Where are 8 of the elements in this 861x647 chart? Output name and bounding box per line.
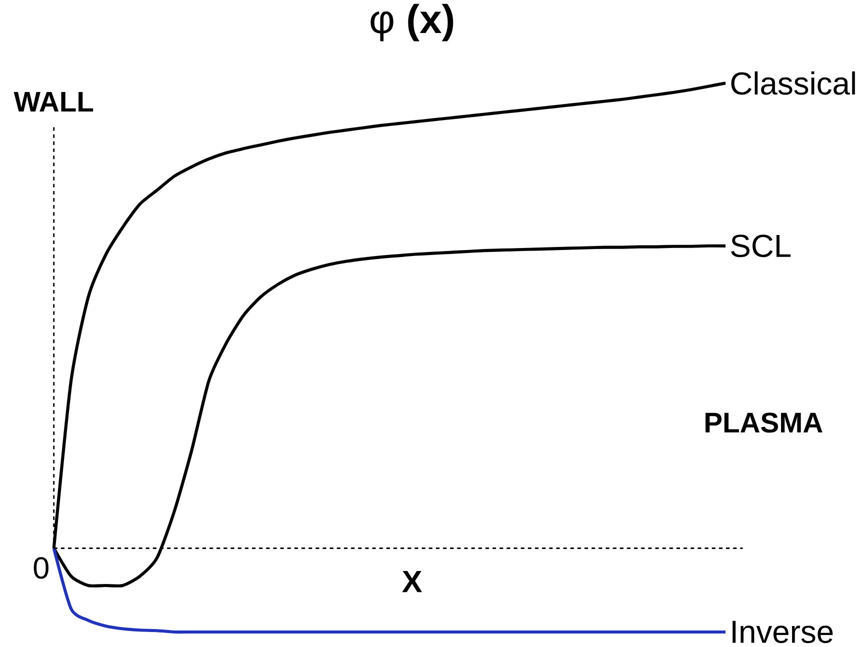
chart-title: φ (x) xyxy=(370,4,454,42)
annotation: PLASMA xyxy=(706,412,822,433)
x-axis-title: X xyxy=(402,571,422,592)
text: 0 xyxy=(34,557,48,579)
series-label: Inverse xyxy=(732,620,833,644)
annotation: WALL xyxy=(14,92,94,112)
series-label: Classical xyxy=(731,71,855,95)
series-label: SCL xyxy=(731,234,791,258)
